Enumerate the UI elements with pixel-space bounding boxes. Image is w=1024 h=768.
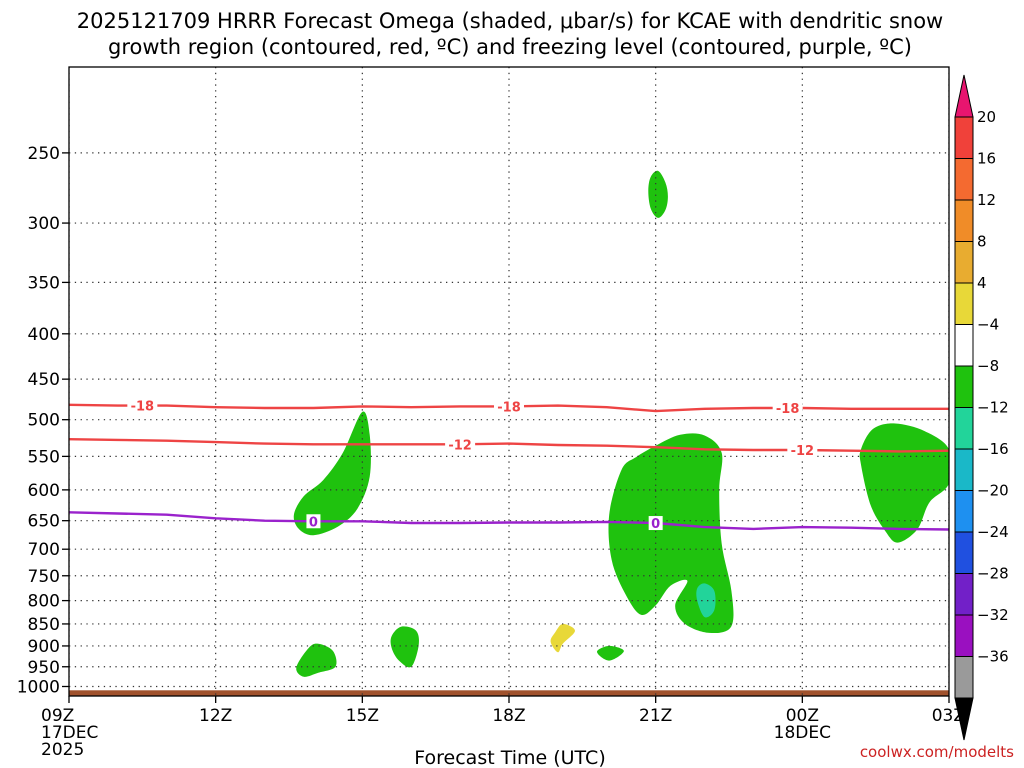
- y-tick-label: 850: [28, 615, 60, 635]
- colorbar-label: 12: [977, 191, 996, 209]
- contour-label-bg: [306, 514, 321, 529]
- contour-label: 0: [309, 515, 318, 530]
- colorbar-bottom-arrow: [954, 697, 974, 741]
- colorbar-segment: [954, 116, 974, 159]
- colorbar-segment: [954, 365, 974, 408]
- colorbar: 20 16 12 8 4 −4 −8 −12 −16 −20 −24 −28 −32 −36: [954, 74, 1009, 741]
- y-tick-label: 900: [28, 637, 60, 657]
- y-tick-label: 700: [28, 540, 60, 560]
- colorbar-label: −28: [977, 565, 1009, 583]
- ground-surface: [69, 690, 949, 696]
- omega-region-0: [648, 170, 668, 218]
- colorbar-segment: [954, 573, 974, 616]
- y-tick-label: 500: [28, 411, 60, 431]
- credit-text: coolwx.com/modelts: [860, 743, 1014, 761]
- x-tick-year: 2025: [41, 740, 84, 760]
- colorbar-segment: [954, 282, 974, 325]
- y-tick-label: 600: [28, 481, 60, 501]
- x-tick-date: 17DEC: [41, 723, 98, 743]
- omega-region-7: [696, 583, 716, 618]
- y-tick-label: 400: [28, 325, 60, 345]
- x-tick-label: 12Z: [199, 706, 232, 726]
- colorbar-label: −24: [977, 523, 1009, 541]
- colorbar-segment: [954, 531, 974, 574]
- contour-label-bg: [787, 443, 818, 458]
- colorbar-label: 16: [977, 150, 996, 168]
- colorbar-label: −32: [977, 606, 1009, 624]
- x-tick-label: 15Z: [346, 706, 379, 726]
- x-tick-label: 09Z: [41, 706, 74, 726]
- y-tick-label: 650: [28, 512, 60, 532]
- colorbar-label: −12: [977, 399, 1009, 417]
- colorbar-label: −16: [977, 440, 1009, 458]
- contour-label: 0: [651, 517, 660, 532]
- omega-region-3: [859, 423, 949, 543]
- y-tick-label: 550: [28, 447, 60, 467]
- contour-line-2: [69, 511, 949, 531]
- colorbar-label: 8: [977, 233, 987, 251]
- x-axis-label: Forecast Time (UTC): [414, 747, 605, 768]
- colorbar-label: −36: [977, 648, 1009, 666]
- x-tick-label: 18Z: [492, 706, 525, 726]
- contour-lines: -18 -18 -18 -12 -12 0 0: [69, 398, 949, 532]
- chart-title-line1: 2025121709 HRRR Forecast Omega (shaded, …: [77, 9, 943, 33]
- y-tick-label: 250: [28, 144, 60, 164]
- colorbar-segment: [954, 158, 974, 201]
- grid-lines: [69, 67, 949, 696]
- omega-region-4: [296, 643, 337, 677]
- y-tick-label: 350: [28, 273, 60, 293]
- contour-label: -18: [497, 400, 521, 415]
- chart-title-line2: growth region (contoured, red, ºC) and f…: [108, 35, 912, 59]
- colorbar-segment: [954, 490, 974, 533]
- contour-label-bg: [445, 437, 476, 452]
- y-tick-label: 950: [28, 658, 60, 678]
- x-tick-label: 03Z: [932, 706, 965, 726]
- omega-region-5: [390, 626, 419, 668]
- contour-label-bg: [648, 516, 663, 531]
- y-tick-label: 450: [28, 370, 60, 390]
- contour-label-bg: [127, 398, 158, 413]
- colorbar-segment: [954, 324, 974, 367]
- contour-label-bg: [772, 400, 803, 415]
- omega-region-6: [597, 645, 624, 661]
- contour-label-bg: [494, 399, 524, 414]
- omega-region-2: [608, 433, 734, 634]
- contour-label: -18: [131, 400, 155, 415]
- colorbar-segment: [954, 407, 974, 450]
- colorbar-label: 4: [977, 274, 987, 292]
- colorbar-label: −20: [977, 482, 1009, 500]
- omega-region-8: [550, 623, 575, 653]
- x-tick-label: 00Z: [786, 706, 819, 726]
- x-tick-label: 21Z: [639, 706, 672, 726]
- colorbar-label: −8: [977, 357, 999, 375]
- colorbar-segment: [954, 656, 974, 699]
- colorbar-segment: [954, 199, 974, 242]
- colorbar-segment: [954, 448, 974, 491]
- y-tick-label: 1000: [17, 677, 60, 697]
- contour-label: -12: [448, 438, 472, 453]
- omega-shading: [293, 170, 949, 677]
- y-axis-ticks: 2503003504004505005506006507007508008509…: [17, 144, 69, 697]
- y-tick-label: 750: [28, 567, 60, 587]
- y-tick-label: 800: [28, 592, 60, 612]
- colorbar-segment: [954, 614, 974, 657]
- y-tick-label: 300: [28, 214, 60, 234]
- colorbar-top-arrow: [954, 74, 974, 118]
- colorbar-label: −4: [977, 316, 999, 334]
- omega-region-1: [293, 411, 371, 536]
- colorbar-label: 20: [977, 108, 996, 126]
- colorbar-segment: [954, 241, 974, 284]
- x-tick-date: 18DEC: [774, 723, 831, 743]
- contour-label: -12: [791, 444, 815, 459]
- contour-label: -18: [776, 402, 800, 417]
